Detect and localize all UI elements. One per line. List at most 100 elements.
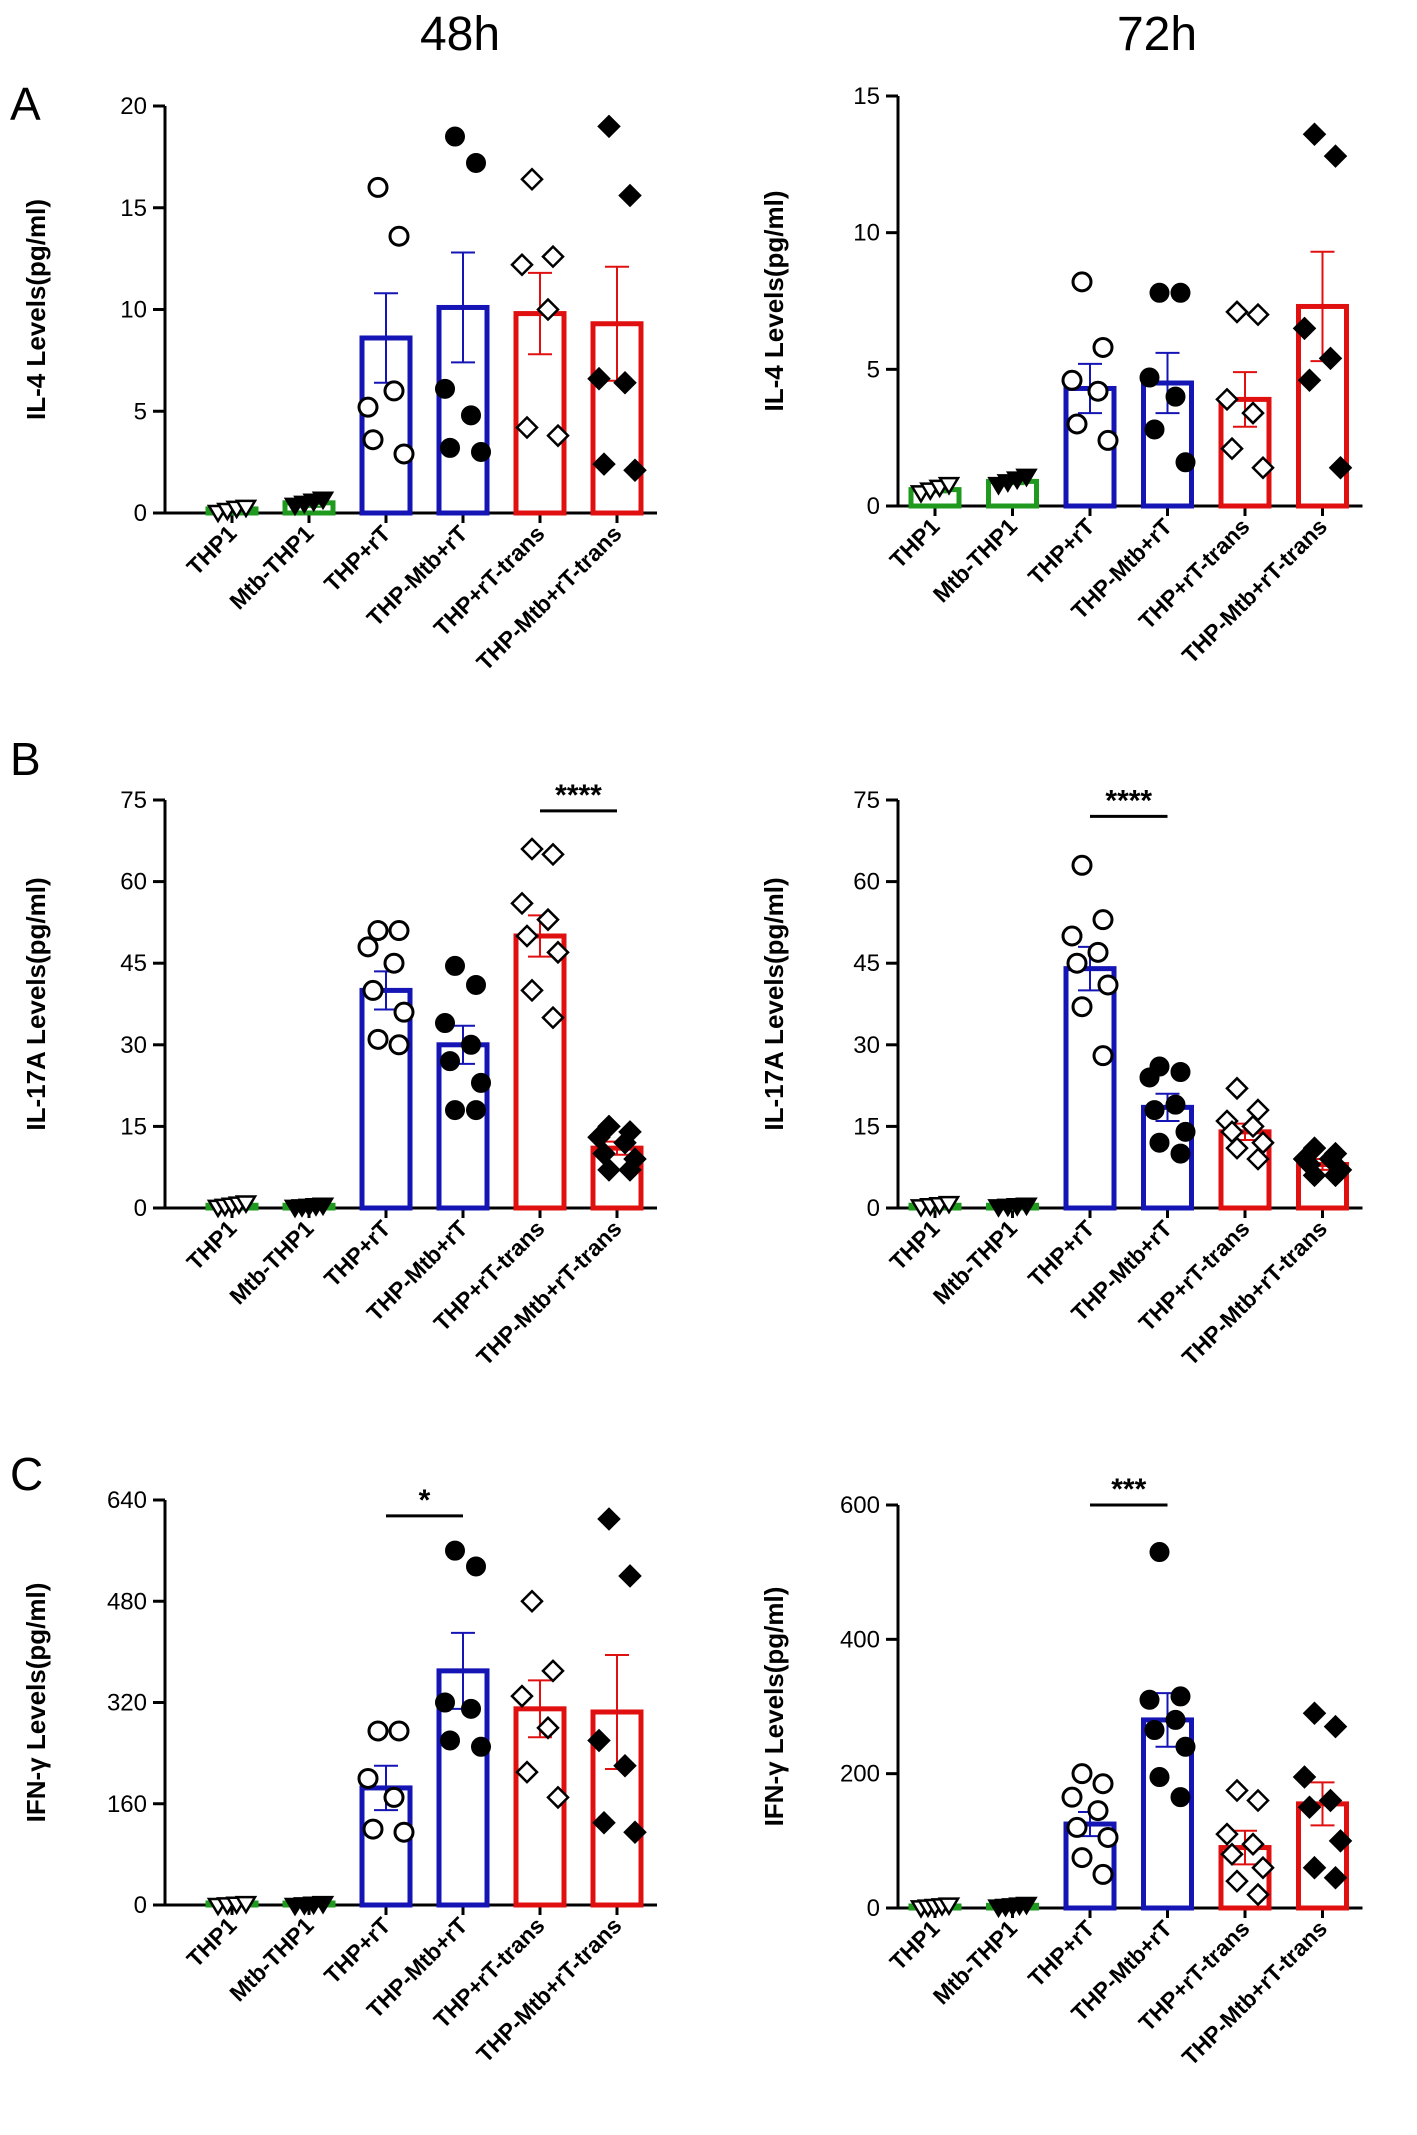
data-point — [520, 978, 544, 1003]
data-point — [1165, 386, 1186, 407]
data-point — [1302, 122, 1327, 147]
significance-label: **** — [555, 779, 602, 812]
data-point — [1215, 387, 1239, 412]
y-tick-label: 10 — [120, 297, 147, 324]
y-tick-label: 30 — [853, 1032, 880, 1059]
y-axis-label: IL-17A Levels(pg/ml) — [21, 877, 51, 1130]
data-point — [435, 1692, 455, 1713]
significance-label: * — [419, 1484, 431, 1517]
x-tick-label: THP+rT — [319, 1912, 396, 1989]
data-point — [1220, 436, 1244, 461]
data-point — [597, 114, 621, 139]
x-tick-label: THP+rT — [1023, 513, 1100, 590]
data-point — [383, 380, 405, 402]
data-point — [1302, 1163, 1327, 1188]
data-point — [1302, 1701, 1327, 1725]
data-point — [1215, 1822, 1239, 1846]
panel-label-c: C — [10, 1448, 43, 1500]
data-point — [1066, 952, 1088, 974]
y-axis-label: IFN-γ Levels(pg/ml) — [21, 1583, 51, 1823]
data-point — [445, 126, 465, 147]
data-point — [357, 396, 379, 418]
data-point — [1066, 1816, 1088, 1838]
y-tick-label: 200 — [840, 1761, 880, 1788]
data-point — [541, 842, 565, 867]
significance-label: **** — [1105, 784, 1152, 817]
data-point — [1071, 1847, 1093, 1869]
data-point — [623, 1820, 647, 1844]
x-tick-label: Mtb-THP1 — [928, 1215, 1022, 1309]
data-point — [367, 1028, 389, 1050]
data-point — [435, 1013, 455, 1034]
data-point — [1071, 996, 1093, 1018]
data-point — [1061, 925, 1083, 947]
x-tick-label: THP1 — [885, 1915, 945, 1975]
data-point — [618, 183, 642, 208]
data-point — [536, 297, 560, 322]
data-point — [515, 1760, 539, 1784]
x-tick-label: Mtb-THP1 — [928, 513, 1022, 607]
data-point — [1297, 368, 1322, 393]
data-point — [362, 429, 384, 451]
data-point — [445, 955, 465, 976]
data-point — [367, 176, 389, 198]
data-point — [234, 1195, 258, 1214]
data-point — [1170, 1686, 1191, 1707]
data-point — [1092, 1773, 1114, 1795]
x-tick-label: Mtb-THP1 — [224, 1215, 318, 1309]
data-point — [1144, 1100, 1165, 1121]
data-point — [1225, 1076, 1249, 1101]
data-point — [1225, 1869, 1249, 1893]
data-point — [1323, 1163, 1348, 1188]
data-point — [546, 1785, 570, 1810]
data-point — [1225, 1136, 1249, 1160]
significance-label: *** — [1111, 1473, 1146, 1506]
data-point — [1251, 455, 1275, 480]
data-point — [520, 837, 544, 861]
data-point — [1097, 429, 1119, 451]
data-point — [1092, 1045, 1114, 1067]
x-tick-label: THP-Mtb+rT-trans — [471, 520, 626, 675]
x-tick-label: THP-Mtb+rT-trans — [1177, 513, 1332, 668]
data-point — [937, 1897, 961, 1917]
data-point — [388, 225, 410, 247]
y-tick-label: 20 — [120, 93, 147, 120]
data-point — [445, 1100, 465, 1121]
data-point — [234, 499, 258, 519]
x-tick-label: Mtb-THP1 — [224, 520, 318, 614]
data-point — [461, 405, 481, 426]
data-point — [1149, 282, 1170, 303]
data-point — [1241, 401, 1265, 425]
y-tick-label: 320 — [107, 1690, 147, 1717]
data-point — [515, 415, 539, 440]
data-point — [466, 1556, 486, 1577]
data-point — [357, 1767, 379, 1789]
data-point — [937, 1195, 961, 1215]
data-point — [1139, 1067, 1160, 1088]
data-point — [445, 1540, 465, 1561]
y-tick-label: 15 — [853, 83, 880, 110]
y-tick-label: 0 — [867, 1895, 880, 1922]
x-tick-label: THP-Mtb+rT-trans — [1177, 1915, 1332, 2070]
chart-c-48h: 0 160 320 480 640 IFN-γ Levels(pg/ml) THP1Mtb-… — [21, 1484, 657, 2067]
data-point — [311, 1895, 335, 1915]
data-point — [1061, 1786, 1083, 1808]
y-tick-label: 60 — [120, 869, 147, 896]
data-point — [1015, 468, 1038, 488]
data-point — [362, 979, 384, 1001]
data-point — [597, 1507, 621, 1531]
data-point — [597, 1158, 621, 1182]
x-tick-label: THP-Mtb+rT-trans — [471, 1215, 626, 1370]
data-point — [613, 370, 637, 395]
data-point — [1170, 1787, 1191, 1808]
data-point — [466, 974, 486, 995]
x-tick-label: THP+rT — [319, 1215, 396, 1292]
x-tick-label: THP1 — [182, 520, 242, 580]
data-point — [1092, 909, 1114, 931]
data-point — [1149, 1542, 1170, 1563]
data-point — [510, 252, 534, 277]
data-point — [1170, 282, 1191, 303]
data-point — [1175, 1121, 1196, 1142]
y-tick-label: 75 — [120, 787, 147, 814]
